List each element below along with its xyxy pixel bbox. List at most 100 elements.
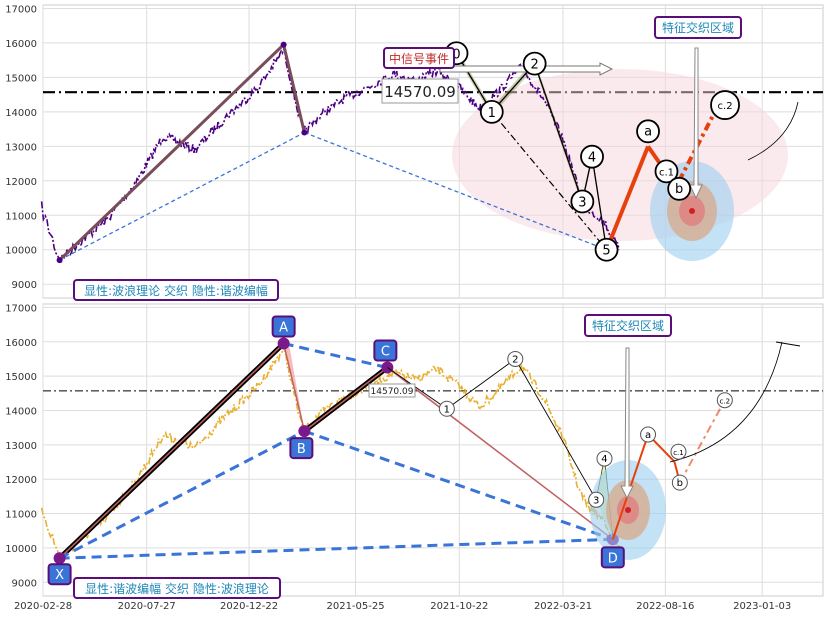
wave-label-circle <box>716 392 733 409</box>
footer-text: 显性:波浪理论 交织 隐性:谐波编幅 <box>84 283 268 298</box>
harmonic-diagonal <box>58 429 306 560</box>
wave-label-text: b <box>677 478 683 489</box>
projection-label-circle <box>710 90 740 120</box>
y-tick-label: 11000 <box>5 510 37 521</box>
harmonic-label-text: B <box>297 442 306 457</box>
harmonic-diagonal <box>283 342 388 370</box>
projection-label-text: c.1 <box>659 167 674 178</box>
wave-label-circle <box>570 189 595 214</box>
footer-badge <box>73 577 281 599</box>
x-tick-label: 2021-05-25 <box>326 601 384 612</box>
y-tick-label: 17000 <box>5 4 37 15</box>
y-tick-label: 17000 <box>5 303 37 314</box>
footer-text: 显性:谐波编幅 交织 隐性:波浪理论 <box>85 581 269 596</box>
feature-zone-text: 特征交织区域 <box>592 318 664 333</box>
harmonic-label-badge <box>373 339 398 362</box>
pivot-a <box>280 41 287 48</box>
wave-label-circle <box>670 443 687 460</box>
target-zone-center <box>689 208 695 214</box>
harmonic-point <box>277 337 290 350</box>
wave-label-text: 3 <box>593 495 599 506</box>
projection-curve <box>669 341 783 463</box>
wave-label-text: 3 <box>578 195 586 210</box>
y-tick-label: 13000 <box>5 142 37 153</box>
wave-leg-ab <box>282 44 306 133</box>
wave-label-circle <box>640 426 657 443</box>
wave-leg-xa <box>58 43 285 262</box>
signal-event-badge <box>383 47 455 69</box>
wave-label-text: 0 <box>452 47 460 62</box>
top-panel: 9000 10000 11000 12000 13000 14000 15000 16000 1… <box>5 4 824 301</box>
harmonic-label-text: C <box>381 345 390 360</box>
reference-value-box <box>368 383 416 398</box>
wave-label-circle <box>671 474 688 491</box>
wave-segment <box>514 358 597 501</box>
projection-label-text: c.2 <box>718 101 733 112</box>
y-tick-label: 13000 <box>5 441 37 452</box>
x-tick-label: 2020-02-28 <box>14 601 72 612</box>
x-tick-label: 2020-07-27 <box>118 601 176 612</box>
wave-label-circle <box>588 491 605 508</box>
wave-label-text: a <box>645 430 651 441</box>
wave-label-text: 1 <box>488 106 496 121</box>
x-tick-label: 2023-01-03 <box>733 601 791 612</box>
projection-label-circle <box>667 176 692 201</box>
projection-segment <box>678 399 726 484</box>
wave-label-text: 5 <box>602 244 610 259</box>
wave-label-text: 4 <box>588 151 596 166</box>
harmonic-point <box>53 552 66 565</box>
harmonic-leg-xa-inner <box>59 342 285 559</box>
wave-label-text: c.2 <box>720 398 731 406</box>
pivot-b <box>301 129 308 136</box>
target-zone-center <box>625 507 631 513</box>
wave-label-text: c.1 <box>673 449 684 457</box>
harmonic-label-text: X <box>55 568 64 583</box>
harmonic-label-badge <box>600 546 625 569</box>
wave-label-text: 2 <box>531 58 539 73</box>
wave-label-text: 2 <box>512 354 518 365</box>
feature-zone-badge <box>584 314 672 337</box>
feature-zone-badge <box>654 16 742 39</box>
projection-segment <box>604 145 650 251</box>
harmonic-leg-cd <box>386 366 614 540</box>
wave-label-circle <box>507 350 524 367</box>
harmonic-diagonal <box>59 537 613 560</box>
y-tick-label: 12000 <box>5 475 37 486</box>
y-tick-label: 15000 <box>5 372 37 383</box>
harmonic-label-badge <box>289 437 314 460</box>
projection-curve <box>747 101 799 161</box>
harmonic-leg-bc-inner <box>303 366 388 432</box>
wave-diagonal-b5 <box>304 131 607 251</box>
wave-label-circle <box>522 51 547 76</box>
y-tick-label: 16000 <box>5 338 37 349</box>
y-tick-label: 9000 <box>12 578 37 589</box>
y-tick-label: 14000 <box>5 406 37 417</box>
y-tick-label: 10000 <box>5 246 37 257</box>
harmonic-label-badge <box>271 315 296 338</box>
x-tick-label: 2022-08-16 <box>636 601 694 612</box>
harmonic-diagonal <box>303 429 614 541</box>
projection-label-text: b <box>675 182 683 197</box>
zone-arrow <box>620 347 634 500</box>
x-tick-label: 2022-03-21 <box>534 601 592 612</box>
reference-value-text: 14570.09 <box>384 83 456 101</box>
wave-label-circle <box>594 237 619 262</box>
wave-label-circle <box>438 400 455 417</box>
signal-event-text: 中信号事件 <box>389 51 449 66</box>
harmonic-point <box>298 425 311 438</box>
wave-segment <box>534 63 583 202</box>
y-tick-label: 9000 <box>12 280 37 291</box>
bottom-panel: 9000 10000 11000 12000 13000 14000 15000 16000 1… <box>5 303 824 612</box>
reference-value-box <box>381 78 459 104</box>
wave-segment <box>591 156 608 250</box>
y-tick-label: 12000 <box>5 177 37 188</box>
wave-segment <box>446 358 516 410</box>
y-tick-label: 14000 <box>5 108 37 119</box>
reference-value-text: 14570.09 <box>371 387 414 397</box>
wave-label-text: 4 <box>601 454 607 465</box>
y-tick-label: 11000 <box>5 211 37 222</box>
wave-label-circle <box>479 99 504 124</box>
zone-arrow <box>689 47 703 200</box>
